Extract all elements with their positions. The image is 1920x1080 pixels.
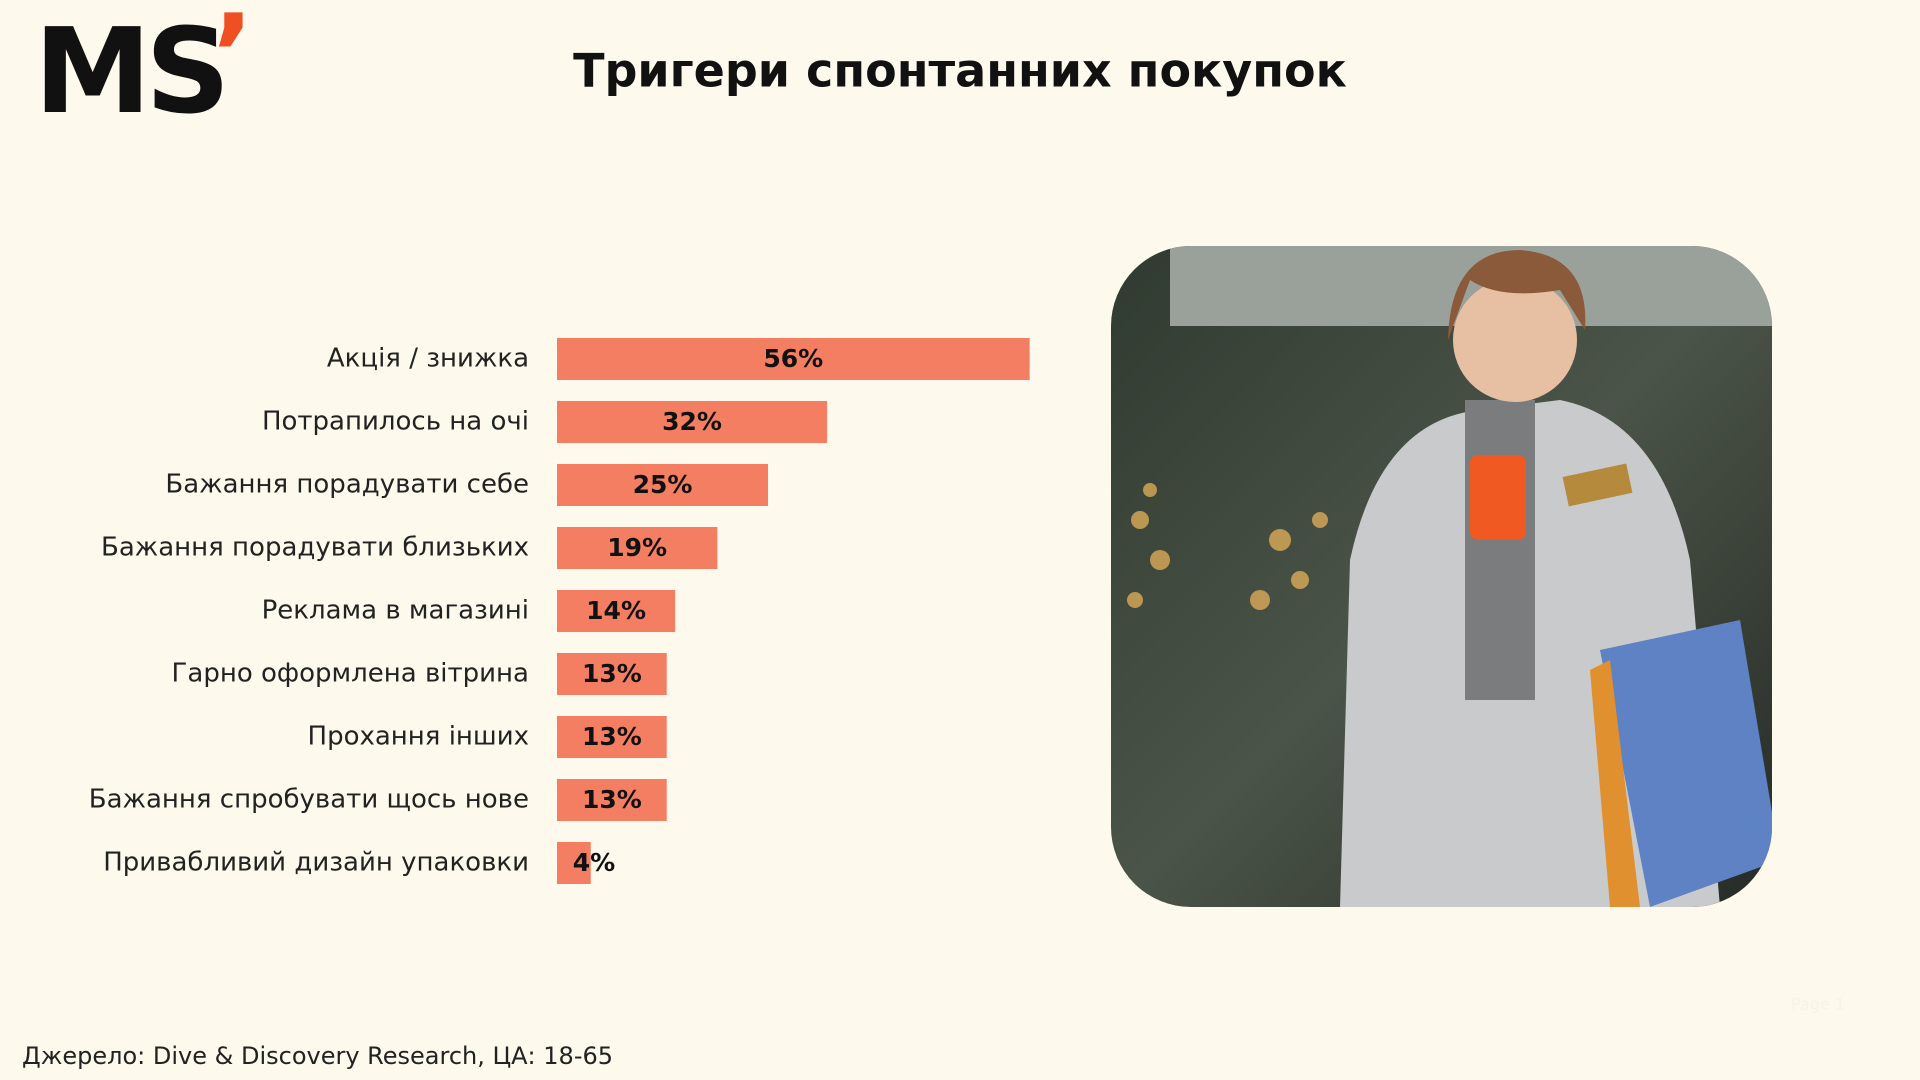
bar xyxy=(557,716,667,758)
photo-phone xyxy=(1470,455,1526,540)
value-label: 25% xyxy=(633,470,693,499)
photo-face xyxy=(1453,278,1577,402)
logo: MS xyxy=(34,2,224,140)
photo-sweater xyxy=(1465,400,1535,700)
page-label: Page 1 xyxy=(1791,995,1845,1014)
bar xyxy=(557,464,768,506)
category-label: Бажання спробувати щось нове xyxy=(89,785,529,815)
category-label: Акція / знижка xyxy=(327,344,529,374)
value-label: 19% xyxy=(607,533,667,562)
value-label: 13% xyxy=(582,659,642,688)
bar xyxy=(557,401,828,443)
chart-title: Тригери спонтанних покупок xyxy=(573,44,1347,98)
category-label: Потрапилось на очі xyxy=(262,407,529,437)
photo xyxy=(1111,246,1772,907)
bar xyxy=(557,653,667,695)
photo-hair xyxy=(1448,250,1586,340)
value-label: 4% xyxy=(573,848,615,877)
category-label: Реклама в магазині xyxy=(262,596,529,626)
photo-card xyxy=(1562,463,1633,507)
photo-bag2 xyxy=(1590,660,1640,907)
value-label: 14% xyxy=(586,596,646,625)
category-label: Бажання порадувати близьких xyxy=(101,533,529,563)
bar xyxy=(557,527,718,569)
category-label: Прохання інших xyxy=(308,722,529,752)
category-label: Гарно оформлена вітрина xyxy=(172,659,529,689)
photo-lights xyxy=(1127,483,1328,610)
logo-mark: ’ xyxy=(212,0,254,118)
bar xyxy=(557,338,1030,380)
bar xyxy=(557,779,667,821)
bar xyxy=(557,842,591,884)
category-label: Привабливий дизайн упаковки xyxy=(103,848,529,878)
photo-bag xyxy=(1600,620,1772,907)
source: Джерело: Dive & Discovery Research, ЦА: … xyxy=(22,1042,613,1070)
value-label: 32% xyxy=(662,407,722,436)
category-label: Бажання порадувати себе xyxy=(165,470,529,500)
value-label: 13% xyxy=(582,785,642,814)
value-label: 13% xyxy=(582,722,642,751)
bar xyxy=(557,590,676,632)
value-label: 56% xyxy=(763,344,823,373)
